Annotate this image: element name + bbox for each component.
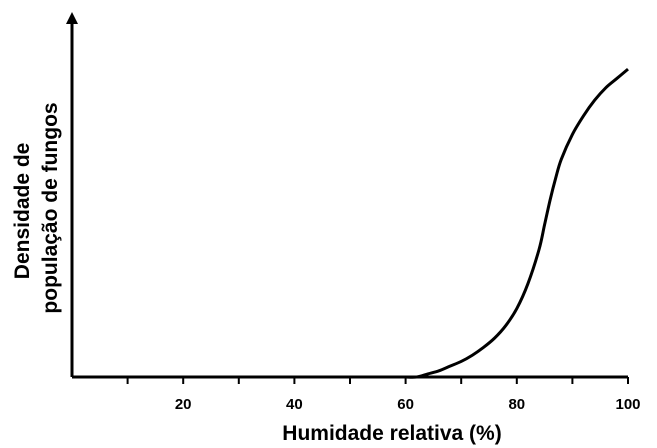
x-tick-label: 80 [508,396,525,413]
x-axis-title: Humidade relativa (%) [282,422,501,445]
x-tick-label: 40 [286,396,303,413]
axes [66,12,628,379]
x-tick-label: 20 [175,396,192,413]
y-axis-title-line-2: população de fungos [39,102,62,313]
series-layer [405,67,629,379]
y-axis-title: Densidade de população de fungos [11,102,62,313]
series-line [405,67,629,379]
y-axis-arrow-icon [66,12,78,24]
labels: Humidade relativa (%) Densidade de popul… [11,102,502,445]
x-tick-label: 60 [397,396,414,413]
x-ticks: 20 40 60 80 100 [126,377,641,413]
y-axis-title-line-1: Densidade de [11,143,34,280]
x-tick-label: 100 [615,396,640,413]
